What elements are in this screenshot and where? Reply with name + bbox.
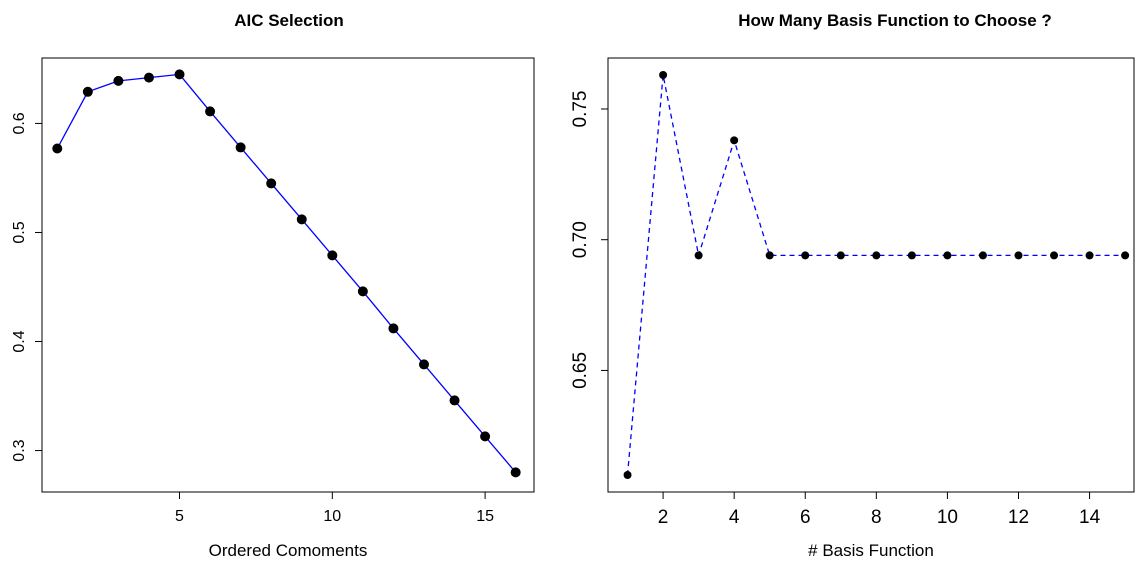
- data-point: [943, 251, 952, 260]
- data-point: [801, 251, 810, 260]
- data-point: [418, 359, 429, 370]
- data-point: [659, 70, 668, 79]
- data-point: [836, 251, 845, 260]
- y-tick-label: 0.6: [11, 112, 28, 134]
- data-point: [205, 106, 216, 117]
- x-tick-label: 10: [323, 508, 341, 525]
- x-tick-label: 10: [937, 507, 958, 528]
- chart-panel-basis-functions: How Many Basis Function to Choose ? 2 4 6 8 1…: [548, 0, 1135, 564]
- data-point: [978, 251, 987, 260]
- data-point: [52, 143, 63, 154]
- plot-frame: [607, 57, 1135, 493]
- data-point: [388, 323, 399, 334]
- x-tick-label: 6: [800, 507, 811, 528]
- x-axis-label: # Basis Function: [808, 541, 934, 560]
- x-tick-label: 2: [658, 507, 669, 528]
- data-point: [113, 75, 124, 86]
- data-point: [510, 467, 521, 478]
- data-point: [449, 395, 460, 406]
- series-line: [56, 73, 517, 473]
- chart-title: How Many Basis Function to Choose ?: [738, 11, 1052, 30]
- y-tick-label: 0.75: [570, 90, 591, 127]
- data-point: [480, 431, 491, 442]
- x-tick-label: 14: [1079, 507, 1101, 528]
- data-point: [82, 86, 93, 97]
- data-point: [296, 214, 307, 225]
- data-point: [623, 471, 632, 480]
- x-tick-label: 15: [476, 508, 494, 525]
- data-point: [266, 178, 277, 189]
- y-tick-label: 0.65: [570, 352, 591, 389]
- data-point: [694, 251, 703, 260]
- data-point: [1121, 251, 1130, 260]
- chart-panel-aic-selection: AIC Selection 5 10 15 0.3 0.4 0.5 0.6 Ordered Co…: [0, 0, 548, 564]
- data-point: [1085, 251, 1094, 260]
- data-point: [235, 142, 246, 153]
- y-tick-label: 0.4: [11, 330, 28, 352]
- x-tick-label: 12: [1008, 507, 1029, 528]
- x-axis-label: Ordered Comoments: [209, 541, 368, 560]
- data-point: [1014, 251, 1023, 260]
- plot-frame: [41, 57, 535, 493]
- data-point: [765, 251, 774, 260]
- data-point: [730, 136, 739, 145]
- x-tick-label: 5: [175, 508, 184, 525]
- chart-aic-selection: AIC Selection 5 10 15 0.3 0.4 0.5 0.6 Ordered Co…: [11, 11, 535, 560]
- y-tick-label: 0.70: [570, 221, 591, 258]
- data-point: [143, 72, 154, 83]
- y-tick-label: 0.5: [11, 221, 28, 243]
- chart-title: AIC Selection: [234, 11, 344, 30]
- series-line: [626, 74, 1126, 476]
- data-point: [907, 251, 916, 260]
- data-point: [357, 286, 368, 297]
- x-tick-label: 4: [729, 507, 740, 528]
- y-tick-label: 0.3: [11, 439, 28, 461]
- chart-basis-functions: How Many Basis Function to Choose ? 2 4 6 8 1…: [570, 11, 1135, 560]
- data-point: [1050, 251, 1059, 260]
- data-point: [327, 250, 338, 261]
- data-point: [174, 69, 185, 80]
- x-tick-label: 8: [871, 507, 882, 528]
- data-point: [872, 251, 881, 260]
